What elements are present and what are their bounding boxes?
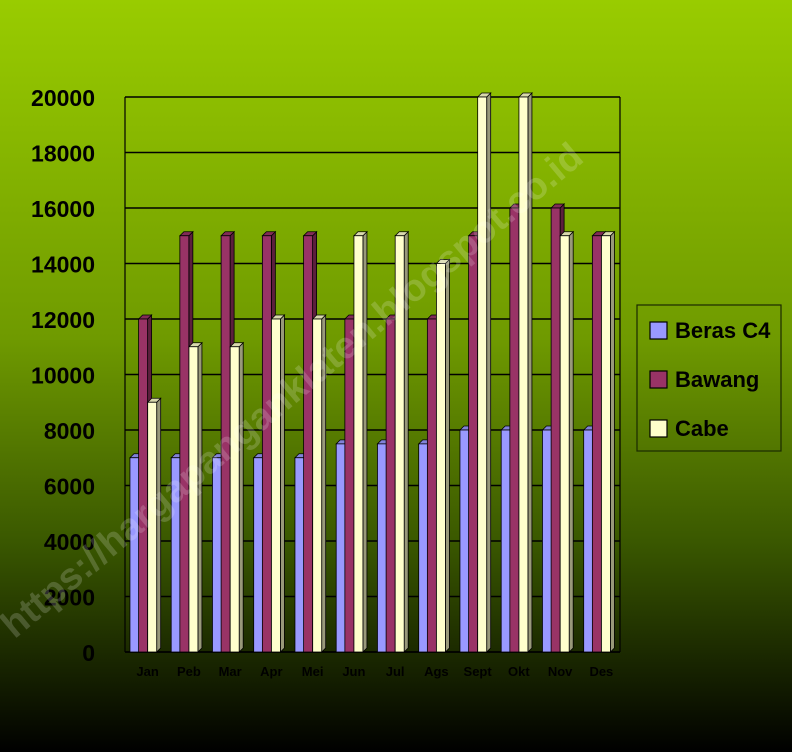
- legend-item: Bawang: [649, 367, 759, 392]
- x-tick-label: Jul: [386, 664, 405, 679]
- x-axis-tick-labels: Jan Peb Mar Apr Mei Jun Jul Ags Sept Okt Nov Des: [136, 664, 613, 679]
- y-tick-label: 10000: [31, 363, 95, 389]
- bar-cabe-ags: [435, 258, 451, 653]
- y-axis-tick-labels: 0 2000 4000 6000 8000 10000 12000 14000 16000 180…: [31, 85, 95, 666]
- x-tick-label: Sept: [464, 664, 493, 679]
- x-tick-label: Mei: [302, 664, 324, 679]
- bar-cabe-jan: [146, 397, 162, 653]
- legend-item: Beras C4: [649, 318, 771, 343]
- y-tick-label: 4000: [44, 529, 95, 555]
- x-tick-label: Nov: [548, 664, 573, 679]
- bar-cabe-apr: [270, 314, 286, 653]
- bar-cabe-jul: [394, 230, 410, 653]
- y-tick-label: 18000: [31, 141, 95, 167]
- y-tick-label: 0: [82, 640, 95, 666]
- bar-cabe-mar: [229, 341, 245, 653]
- y-tick-label: 14000: [31, 252, 95, 278]
- y-tick-label: 16000: [31, 196, 95, 222]
- bar-cabe-okt: [517, 92, 533, 653]
- y-tick-label: 20000: [31, 85, 95, 111]
- legend-item: Cabe: [649, 416, 729, 441]
- y-tick-label: 2000: [44, 585, 95, 611]
- legend-swatch: [649, 419, 668, 438]
- bar-cabe-des: [600, 230, 616, 653]
- x-tick-label: Apr: [260, 664, 282, 679]
- bar-cabe-peb: [187, 341, 203, 653]
- bar-cabe-sept: [476, 92, 492, 653]
- y-tick-label: 8000: [44, 418, 95, 444]
- bar-cabe-nov: [559, 230, 575, 653]
- legend-label: Beras C4: [675, 318, 771, 343]
- x-tick-label: Okt: [508, 664, 530, 679]
- x-tick-label: Jan: [136, 664, 158, 679]
- x-tick-label: Ags: [424, 664, 449, 679]
- legend-label: Cabe: [675, 416, 729, 441]
- x-tick-label: Mar: [219, 664, 242, 679]
- y-tick-label: 12000: [31, 307, 95, 333]
- bar-cabe-mei: [311, 314, 327, 653]
- legend-box: [636, 304, 782, 452]
- gridlines: [124, 96, 621, 653]
- bars: [128, 92, 616, 653]
- legend-swatch: [649, 370, 668, 389]
- x-tick-label: Jun: [342, 664, 365, 679]
- y-tick-label: 6000: [44, 474, 95, 500]
- legend-label: Bawang: [675, 367, 759, 392]
- x-tick-label: Peb: [177, 664, 201, 679]
- bar-cabe-jun: [352, 230, 368, 653]
- x-tick-label: Des: [589, 664, 613, 679]
- legend: Beras C4 Bawang Cabe: [636, 304, 782, 452]
- legend-swatch: [649, 321, 668, 340]
